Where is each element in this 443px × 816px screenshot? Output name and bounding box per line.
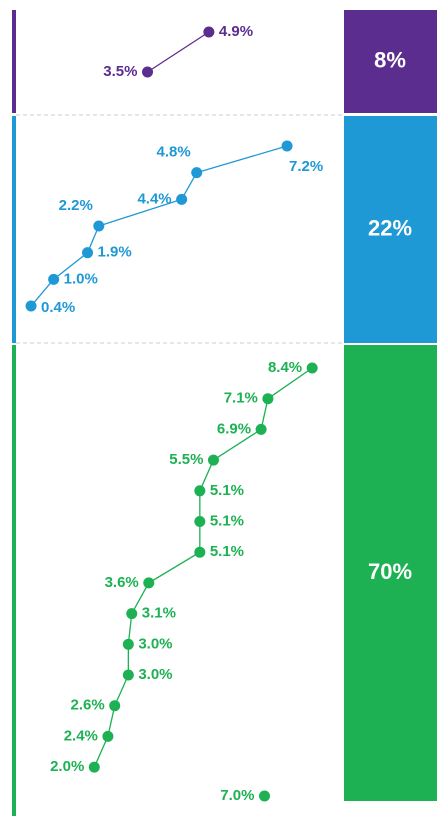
- dot: [142, 66, 154, 78]
- value-label: 2.4%: [64, 727, 98, 744]
- dot: [109, 700, 121, 712]
- value-label: 1.0%: [64, 270, 98, 287]
- value-label: 7.0%: [220, 787, 254, 804]
- dot: [255, 423, 267, 435]
- value-label: 3.5%: [103, 63, 137, 80]
- dot: [191, 167, 203, 179]
- dot: [82, 247, 94, 259]
- value-label: 4.8%: [157, 144, 191, 161]
- value-label: 2.2%: [59, 197, 93, 214]
- share-block: [344, 10, 437, 113]
- dot: [143, 577, 155, 589]
- dot: [194, 516, 206, 527]
- value-label: 3.6%: [105, 574, 139, 591]
- value-label: 4.9%: [219, 23, 253, 40]
- value-label: 0.4%: [41, 299, 75, 316]
- dot: [88, 761, 100, 773]
- dot: [122, 638, 134, 650]
- value-label: 3.0%: [138, 635, 172, 652]
- value-label: 2.6%: [71, 697, 105, 714]
- value-label: 7.2%: [289, 158, 323, 175]
- share-block: [344, 345, 437, 801]
- value-label: 5.1%: [210, 512, 244, 529]
- line: [93, 367, 313, 768]
- value-label: 4.4%: [137, 190, 171, 207]
- dot: [93, 220, 105, 232]
- group-bar: [12, 116, 16, 343]
- dot: [126, 608, 138, 620]
- share-label: 8%: [374, 47, 406, 72]
- value-label: 3.1%: [142, 605, 176, 622]
- group-bar: [12, 10, 16, 113]
- value-label: 6.9%: [217, 420, 251, 437]
- value-label: 8.4%: [268, 359, 302, 376]
- value-label: 7.1%: [224, 390, 258, 407]
- dot: [25, 300, 37, 312]
- value-label: 5.1%: [210, 482, 244, 499]
- value-label: 5.5%: [169, 451, 203, 468]
- dot: [176, 193, 188, 205]
- dot: [306, 362, 318, 374]
- group-bar: [12, 345, 16, 816]
- share-label: 22%: [368, 215, 412, 240]
- dot: [48, 273, 60, 285]
- dot: [203, 26, 215, 38]
- line: [147, 31, 210, 73]
- value-label: 5.1%: [210, 543, 244, 560]
- dot: [281, 140, 293, 152]
- dot: [122, 669, 134, 681]
- dot: [194, 546, 206, 558]
- dot: [259, 790, 271, 802]
- share-label: 70%: [368, 559, 412, 584]
- dot: [207, 454, 219, 466]
- share-block: [344, 116, 437, 343]
- dot: [262, 393, 274, 405]
- value-label: 3.0%: [138, 666, 172, 683]
- dot: [102, 730, 114, 742]
- value-label: 1.9%: [98, 244, 132, 261]
- value-label: 2.0%: [50, 758, 84, 775]
- dot: [194, 485, 206, 497]
